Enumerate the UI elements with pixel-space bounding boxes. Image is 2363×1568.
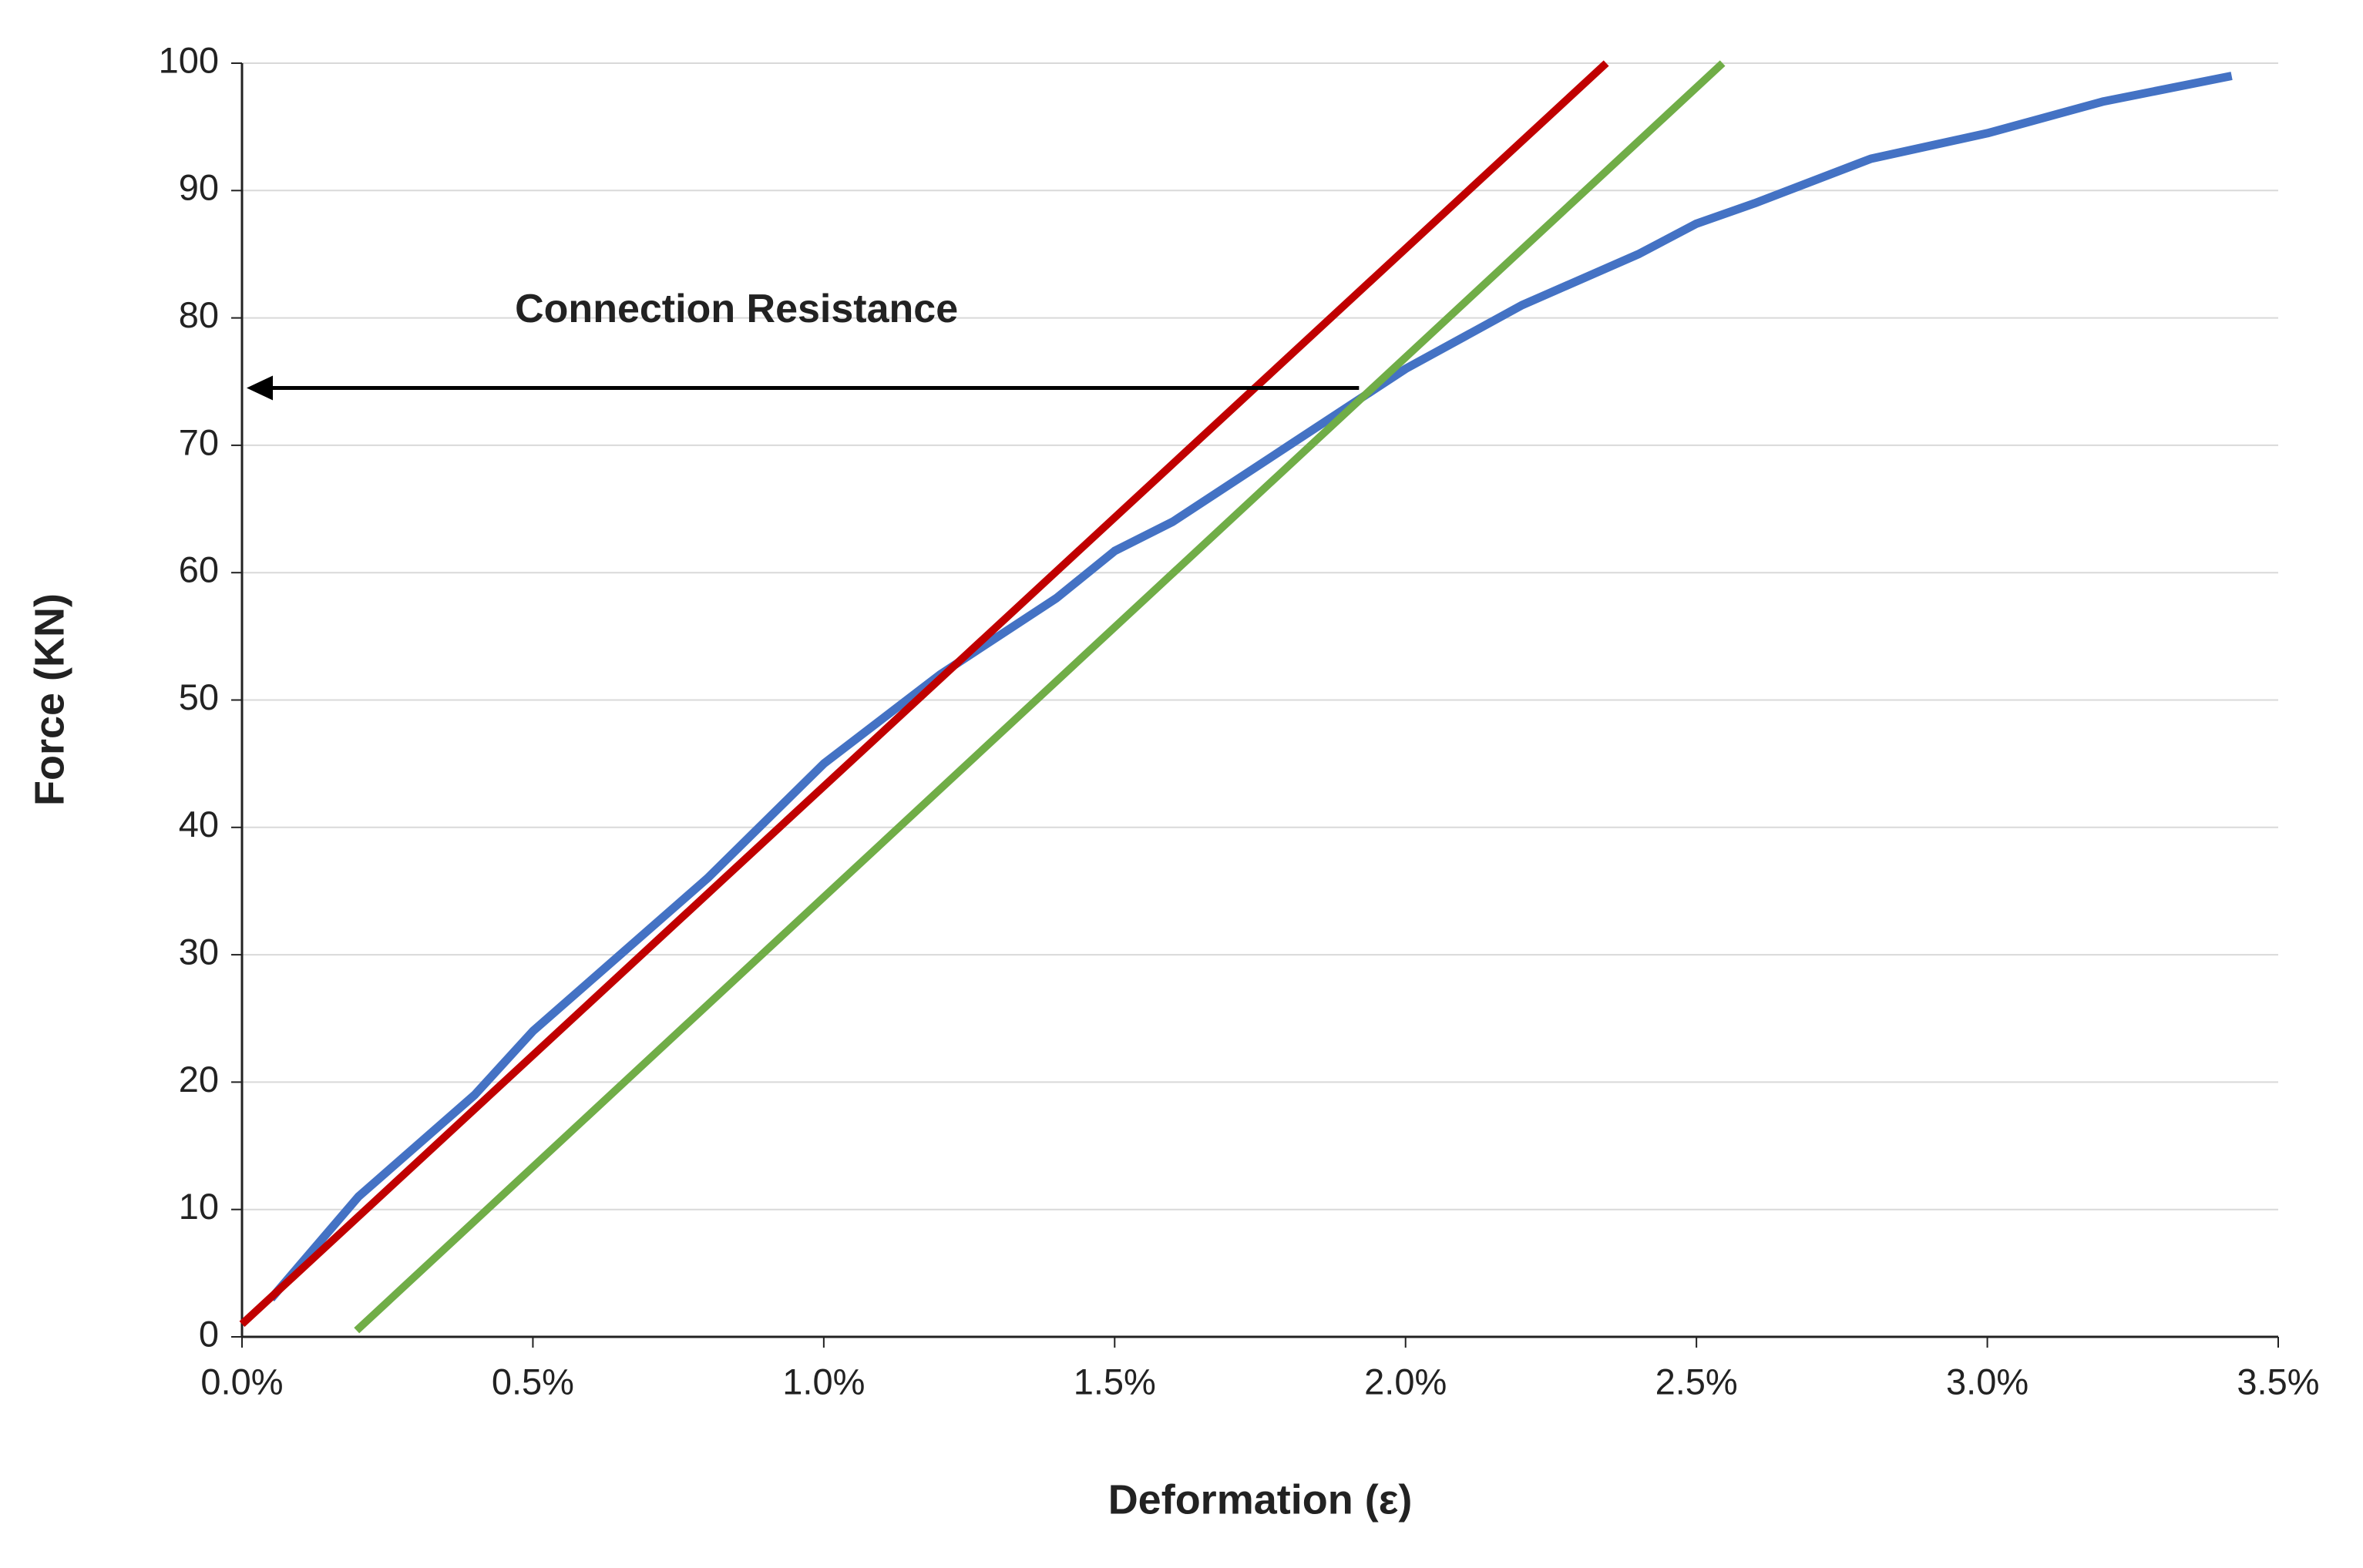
y-tick-label: 40 <box>179 804 219 844</box>
x-tick-label: 3.5% <box>2237 1361 2319 1402</box>
y-tick-label: 80 <box>179 294 219 335</box>
x-tick-label: 2.0% <box>1364 1361 1447 1402</box>
x-tick-label: 0.5% <box>492 1361 574 1402</box>
x-tick-label: 3.0% <box>1946 1361 2029 1402</box>
x-tick-label: 1.0% <box>782 1361 865 1402</box>
annotation-text: Connection Resistance <box>515 287 958 331</box>
arrow-head <box>247 375 273 401</box>
y-tick-label: 50 <box>179 677 219 717</box>
x-tick-label: 2.5% <box>1655 1361 1738 1402</box>
data-line <box>267 72 2233 1301</box>
data-line <box>354 60 1726 1334</box>
data-line <box>239 60 1609 1328</box>
x-tick-label: 1.5% <box>1074 1361 1156 1402</box>
y-tick-label: 60 <box>179 549 219 590</box>
y-tick-label: 0 <box>199 1313 219 1354</box>
y-tick-label: 20 <box>179 1059 219 1100</box>
x-tick-label: 0.0% <box>200 1361 283 1402</box>
y-tick-label: 30 <box>179 932 219 972</box>
y-tick-label: 100 <box>159 39 219 80</box>
y-tick-label: 90 <box>179 167 219 208</box>
y-axis-title: Force (KN) <box>26 593 72 806</box>
x-axis-title: Deformation (ε) <box>1108 1476 1413 1523</box>
y-tick-label: 10 <box>179 1186 219 1227</box>
y-tick-label: 70 <box>179 421 219 462</box>
